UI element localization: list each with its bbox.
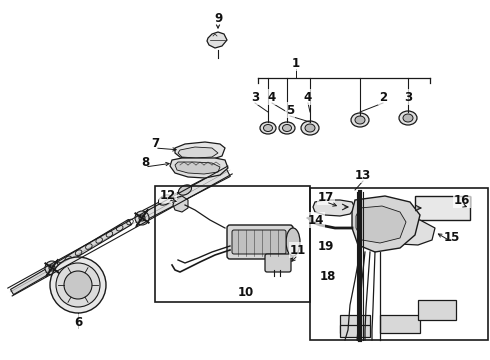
Circle shape (56, 263, 100, 307)
Ellipse shape (279, 122, 295, 134)
Bar (310, 188, 488, 340)
FancyBboxPatch shape (265, 254, 291, 272)
Ellipse shape (399, 111, 417, 125)
Bar (340, 325, 370, 337)
Ellipse shape (260, 122, 276, 134)
Circle shape (135, 211, 149, 225)
Text: 11: 11 (290, 243, 306, 257)
Text: 3: 3 (404, 90, 412, 104)
Bar (415, 196, 470, 220)
Ellipse shape (178, 185, 192, 195)
Bar (340, 315, 370, 333)
Ellipse shape (264, 125, 272, 131)
Ellipse shape (305, 124, 315, 132)
Text: 8: 8 (141, 156, 149, 168)
Polygon shape (143, 167, 230, 220)
Ellipse shape (403, 114, 413, 122)
Circle shape (139, 215, 145, 221)
Polygon shape (170, 158, 228, 178)
Ellipse shape (351, 113, 369, 127)
Polygon shape (178, 147, 218, 158)
Bar (418, 300, 456, 320)
Circle shape (45, 261, 59, 275)
Text: 16: 16 (454, 194, 470, 207)
Polygon shape (356, 206, 406, 243)
Polygon shape (207, 32, 227, 48)
Text: 18: 18 (320, 270, 336, 283)
Text: 17: 17 (318, 190, 334, 203)
Ellipse shape (283, 125, 292, 131)
Text: 4: 4 (268, 90, 276, 104)
Circle shape (50, 257, 106, 313)
Text: 15: 15 (444, 230, 460, 243)
Circle shape (49, 265, 55, 271)
Polygon shape (10, 267, 51, 294)
Text: 12: 12 (160, 189, 176, 202)
Polygon shape (173, 196, 188, 212)
Ellipse shape (158, 195, 172, 205)
Text: 10: 10 (238, 287, 254, 300)
Text: 1: 1 (292, 57, 300, 69)
Text: 5: 5 (286, 104, 294, 117)
Text: 4: 4 (304, 90, 312, 104)
Text: 6: 6 (74, 315, 82, 328)
Polygon shape (382, 218, 435, 245)
Text: 7: 7 (151, 136, 159, 149)
Bar (380, 315, 420, 333)
Ellipse shape (301, 121, 319, 135)
Text: 3: 3 (251, 90, 259, 104)
Circle shape (64, 271, 92, 299)
Bar (155, 186, 310, 302)
Polygon shape (352, 196, 420, 252)
Text: 13: 13 (355, 168, 371, 181)
FancyBboxPatch shape (227, 225, 293, 259)
Text: 9: 9 (214, 12, 222, 24)
Ellipse shape (355, 116, 365, 124)
Ellipse shape (286, 228, 300, 256)
Polygon shape (175, 162, 220, 174)
Text: 2: 2 (379, 90, 387, 104)
Polygon shape (313, 200, 355, 216)
Text: 19: 19 (318, 239, 334, 252)
Text: 14: 14 (308, 213, 324, 226)
FancyBboxPatch shape (232, 230, 286, 254)
Polygon shape (56, 220, 131, 267)
Polygon shape (175, 142, 225, 160)
